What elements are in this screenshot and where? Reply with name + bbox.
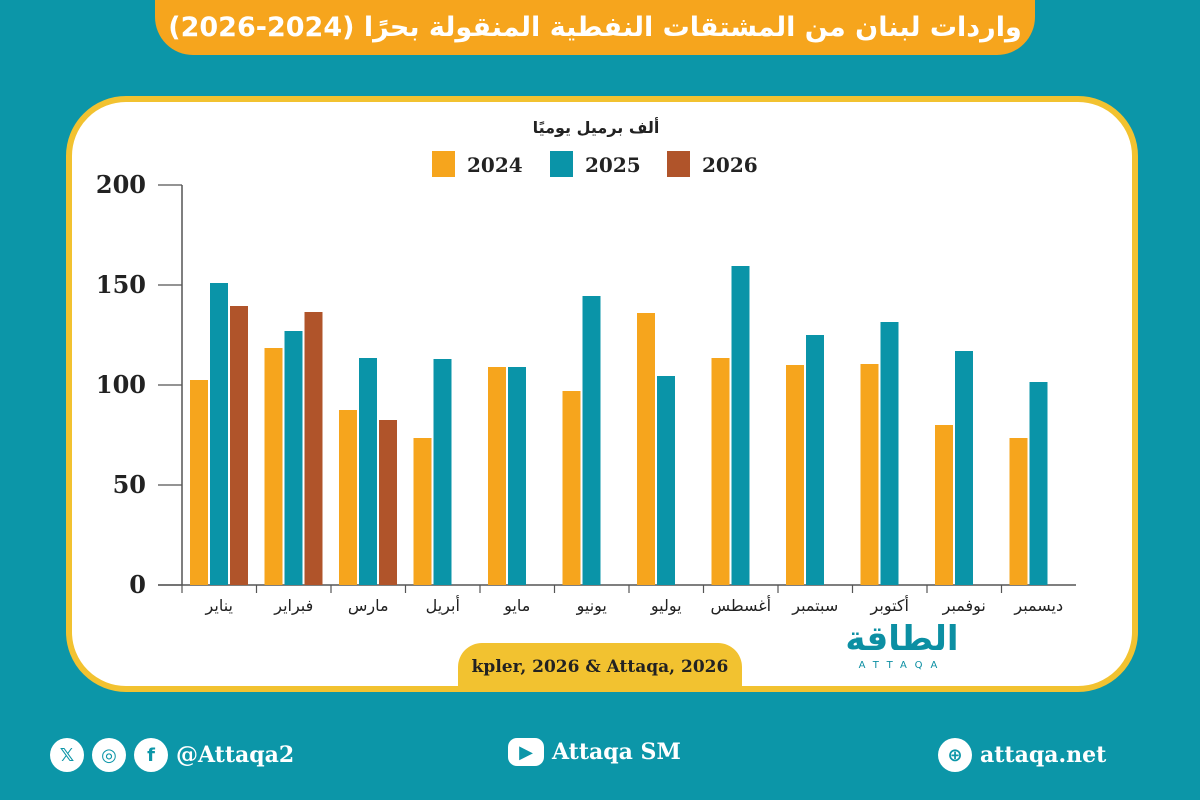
bar-2025-1: [210, 283, 228, 585]
legend-swatch-2026: [667, 151, 690, 177]
bar-2025-10: [880, 322, 899, 585]
bar-2024-3: [339, 410, 357, 585]
bar-2025-3: [359, 358, 377, 585]
x-tick-label: أبريل: [426, 595, 460, 616]
chart-title: واردات لبنان من المشتقات النفطية المنقول…: [168, 12, 1022, 43]
bar-2025-11: [955, 351, 973, 585]
website-link[interactable]: attaqa.net: [980, 742, 1107, 768]
x-tick-label: ديسمبر: [1013, 596, 1063, 616]
x-tick-label: مارس: [348, 596, 389, 616]
y-tick-label: 50: [113, 470, 146, 499]
youtube-name[interactable]: Attaqa SM: [552, 739, 681, 765]
bar-2025-9: [806, 335, 824, 585]
bar-2024-2: [264, 348, 283, 585]
x-tick-label: أكتوبر: [870, 595, 909, 616]
instagram-icon[interactable]: ◎: [92, 738, 126, 772]
legend-swatch-2025: [550, 151, 573, 177]
y-tick-label: 150: [96, 270, 146, 299]
bar-2024-7: [637, 313, 655, 585]
social-handle[interactable]: @Attaqa2: [176, 742, 295, 768]
bar-2024-6: [562, 391, 581, 585]
bar-2024-12: [1009, 438, 1028, 585]
x-tick-label: يناير: [205, 596, 233, 616]
legend-swatch-2024: [432, 151, 455, 177]
title-banner: واردات لبنان من المشتقات النفطية المنقول…: [155, 0, 1035, 55]
legend-label-2024: 2024: [467, 153, 523, 177]
youtube-icon[interactable]: ▶: [508, 738, 544, 766]
bar-2024-9: [786, 365, 804, 585]
bar-2024-4: [413, 438, 432, 585]
source-label: kpler, 2026 & Attaqa, 2026: [458, 643, 742, 691]
y-tick-label: 100: [96, 370, 146, 399]
bar-2024-5: [488, 367, 506, 585]
bar-2024-8: [711, 358, 730, 585]
x-tick-label: نوفمبر: [942, 596, 986, 616]
y-tick-label: 0: [129, 570, 146, 599]
logo-text-ar: الطاقة: [845, 619, 959, 659]
bar-2025-6: [582, 296, 601, 585]
bar-2025-12: [1029, 382, 1048, 585]
bar-2025-7: [657, 376, 675, 585]
bar-2025-8: [731, 266, 750, 585]
social-handles: 𝕏 ◎ f @Attaqa2: [50, 738, 294, 772]
bar-2025-5: [508, 367, 526, 585]
logo-text-en: ATTAQA: [858, 660, 946, 671]
legend-label-2025: 2025: [585, 153, 641, 177]
youtube-channel: ▶ Attaqa SM: [508, 738, 681, 766]
attaqa-logo: الطاقة ATTAQA: [812, 618, 992, 684]
legend-label-2026: 2026: [702, 153, 758, 177]
bar-2026-2: [304, 312, 323, 585]
x-tick-label: يونيو: [576, 596, 607, 616]
x-tick-label: مايو: [503, 596, 530, 616]
bar-2025-4: [433, 359, 452, 585]
source-text: kpler, 2026 & Attaqa, 2026: [471, 657, 729, 677]
facebook-icon[interactable]: f: [134, 738, 168, 772]
bar-2024-1: [190, 380, 208, 585]
x-tick-label: فبراير: [273, 596, 313, 616]
website: ⊕ attaqa.net: [938, 738, 1106, 772]
bar-2026-1: [230, 306, 248, 585]
x-tick-label: أغسطس: [710, 595, 771, 616]
y-tick-label: 200: [96, 170, 146, 199]
bar-2025-2: [284, 331, 303, 585]
x-icon[interactable]: 𝕏: [50, 738, 84, 772]
unit-label: ألف برميل يوميًا: [533, 117, 660, 137]
bar-2026-3: [379, 420, 397, 585]
globe-icon[interactable]: ⊕: [938, 738, 972, 772]
bar-2024-10: [860, 364, 879, 585]
bar-2024-11: [935, 425, 953, 585]
x-tick-label: يوليو: [650, 596, 682, 616]
x-tick-label: سبتمبر: [791, 596, 838, 616]
